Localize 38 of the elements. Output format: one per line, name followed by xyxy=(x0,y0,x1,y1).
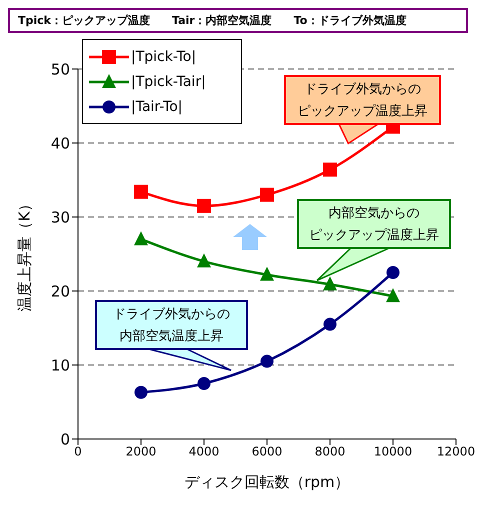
x-axis-title: ディスク回転数（rpm） xyxy=(184,473,350,491)
annotation: ドライブ外気からの xyxy=(303,80,422,99)
point xyxy=(386,288,400,302)
point xyxy=(197,198,211,213)
annotation: ドライブ外気からの xyxy=(112,306,231,324)
point xyxy=(260,266,274,281)
y-tick-label: 50 xyxy=(50,60,70,78)
x-tick-label: 12000 xyxy=(436,444,476,459)
point xyxy=(323,162,337,177)
point xyxy=(260,188,274,202)
point xyxy=(324,318,336,331)
annotation: 内部空気温度上昇 xyxy=(118,328,224,346)
y-tick-label: 30 xyxy=(50,208,70,226)
legend-label: |Tair-To| xyxy=(131,98,183,114)
point xyxy=(198,377,210,390)
x-tick-label: 2000 xyxy=(126,444,156,459)
annotation: ピックアップ温度上昇 xyxy=(308,226,440,244)
x-tick-label: 8000 xyxy=(314,444,346,459)
chart-title: Tpick：ピックアップ温度 Tair：内部空気温度 To：ドライブ外気温度 xyxy=(8,8,468,33)
x-tick-label: 6000 xyxy=(252,444,282,459)
point xyxy=(386,266,400,279)
point xyxy=(323,276,337,290)
x-tick-label: 4000 xyxy=(188,444,220,459)
y-tick-label: 40 xyxy=(50,134,70,152)
point xyxy=(197,253,211,268)
legend-label: |Tpick-To| xyxy=(131,48,196,64)
annotation: ピックアップ温度上昇 xyxy=(296,102,428,121)
point xyxy=(134,386,148,399)
annotation: 内部空気からの xyxy=(328,204,421,222)
point xyxy=(260,354,274,368)
point xyxy=(134,231,148,246)
x-tick-label: 10000 xyxy=(374,444,412,459)
y-axis-title: 温度上昇量（K） xyxy=(15,196,34,312)
y-tick-label: 20 xyxy=(50,282,70,300)
y-tick-label: 10 xyxy=(50,356,70,374)
point xyxy=(134,184,148,199)
x-tick-label: 0 xyxy=(74,444,82,459)
legend-label: |Tpick-Tair| xyxy=(131,74,206,90)
